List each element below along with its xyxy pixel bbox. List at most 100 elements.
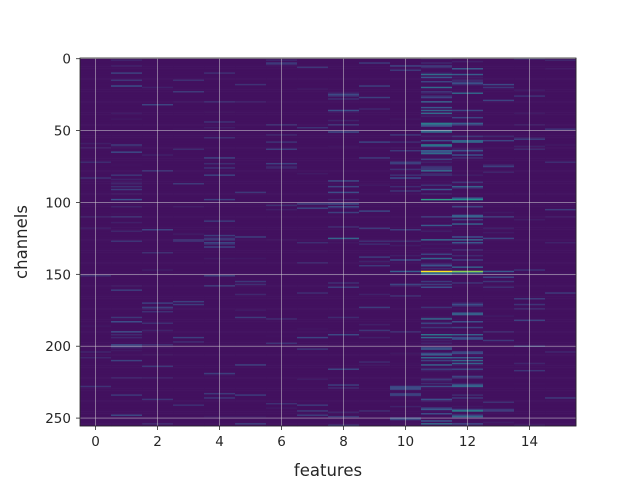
heatmap-cell xyxy=(235,220,267,223)
heatmap-cell xyxy=(297,66,329,69)
heatmap-cell xyxy=(235,380,267,382)
heatmap-cell xyxy=(173,288,205,290)
heatmap-cell xyxy=(111,270,143,273)
heatmap-cell xyxy=(111,260,143,263)
heatmap-cell xyxy=(173,72,205,75)
heatmap-cell xyxy=(111,95,143,98)
heatmap-cell xyxy=(421,185,453,188)
heatmap-cell xyxy=(421,109,453,112)
heatmap-cell xyxy=(483,400,515,402)
heatmap-cell xyxy=(421,378,453,381)
heatmap-cell xyxy=(483,221,515,224)
heatmap-cell xyxy=(173,423,205,425)
heatmap-cell xyxy=(421,265,453,267)
heatmap-cell xyxy=(235,227,267,230)
heatmap-cell xyxy=(545,134,577,136)
heatmap-cell xyxy=(421,178,453,181)
heatmap-cell xyxy=(111,315,143,318)
heatmap-cell xyxy=(111,267,143,270)
heatmap-cell xyxy=(483,224,515,227)
heatmap-cell xyxy=(173,180,205,182)
heatmap-cell xyxy=(297,173,329,175)
heatmap-cell xyxy=(421,380,453,382)
heatmap-cell xyxy=(111,111,143,113)
heatmap-cell xyxy=(173,387,205,389)
heatmap-cell xyxy=(483,329,515,332)
heatmap-cell xyxy=(359,147,391,149)
heatmap-cell xyxy=(421,162,453,165)
heatmap-cell xyxy=(359,282,391,284)
heatmap-cell xyxy=(111,60,143,63)
heatmap-cell xyxy=(111,325,143,328)
heatmap-cell xyxy=(173,418,205,421)
heatmap-cell xyxy=(111,194,143,197)
heatmap-cell xyxy=(235,293,267,296)
heatmap-cell xyxy=(297,384,329,387)
heatmap-cell xyxy=(421,325,453,328)
heatmap-cell xyxy=(235,91,267,93)
heatmap-cell xyxy=(173,367,205,369)
heatmap-cell xyxy=(111,410,143,412)
heatmap-cell xyxy=(545,401,577,404)
heatmap-cell xyxy=(421,348,453,351)
heatmap-cell xyxy=(359,191,391,194)
heatmap-cell xyxy=(235,414,267,417)
heatmap-cell xyxy=(173,266,205,269)
heatmap-cell xyxy=(235,82,267,85)
heatmap-cell xyxy=(235,292,267,295)
heatmap-cell xyxy=(421,312,453,315)
heatmap-cell xyxy=(173,184,205,187)
heatmap-cell xyxy=(421,352,453,355)
heatmap-cell xyxy=(545,272,577,274)
heatmap-cell xyxy=(359,359,391,362)
heatmap-cell xyxy=(297,380,329,382)
heatmap-cell xyxy=(483,296,515,299)
heatmap-cell xyxy=(173,414,205,417)
heatmap-cell xyxy=(545,178,577,181)
heatmap-cell xyxy=(235,221,267,224)
heatmap-cell xyxy=(421,102,453,105)
heatmap-cell xyxy=(421,267,453,270)
heatmap-cell xyxy=(235,135,267,138)
heatmap-cell xyxy=(545,116,577,119)
heatmap-cell xyxy=(421,319,453,322)
heatmap-cell xyxy=(111,175,143,178)
heatmap-cell xyxy=(545,292,577,295)
heatmap-cell xyxy=(483,346,515,349)
heatmap-cell xyxy=(297,315,329,318)
heatmap-cell xyxy=(359,168,391,171)
heatmap-cell xyxy=(483,122,515,125)
heatmap-cell xyxy=(111,380,143,382)
heatmap-cell xyxy=(545,208,577,211)
heatmap-cell xyxy=(359,211,391,214)
heatmap-cell xyxy=(483,131,515,134)
heatmap-cell xyxy=(235,138,267,141)
heatmap-cell xyxy=(545,351,577,353)
heatmap-cell xyxy=(297,352,329,355)
heatmap-cell xyxy=(483,401,515,404)
heatmap-cell xyxy=(297,121,329,123)
heatmap-cell xyxy=(173,321,205,323)
heatmap-cell xyxy=(111,418,143,421)
heatmap-cell xyxy=(173,193,205,195)
heatmap-cell xyxy=(235,152,267,155)
heatmap-cell xyxy=(297,104,329,106)
heatmap-cell xyxy=(235,164,267,167)
heatmap-cell xyxy=(483,344,515,346)
heatmap-cell xyxy=(421,277,453,280)
heatmap-cell xyxy=(235,73,267,76)
heatmap-cell xyxy=(421,365,453,368)
heatmap-cell xyxy=(421,131,453,134)
heatmap-cell xyxy=(297,188,329,191)
heatmap-cell xyxy=(235,148,267,151)
heatmap-cell xyxy=(483,188,515,191)
heatmap-cell xyxy=(483,96,515,99)
heatmap-cell xyxy=(111,76,143,79)
heatmap-cell xyxy=(483,357,515,359)
heatmap-cell xyxy=(421,374,453,376)
heatmap-cell xyxy=(359,177,391,180)
heatmap-cell xyxy=(111,244,143,247)
heatmap-cell xyxy=(111,112,143,115)
